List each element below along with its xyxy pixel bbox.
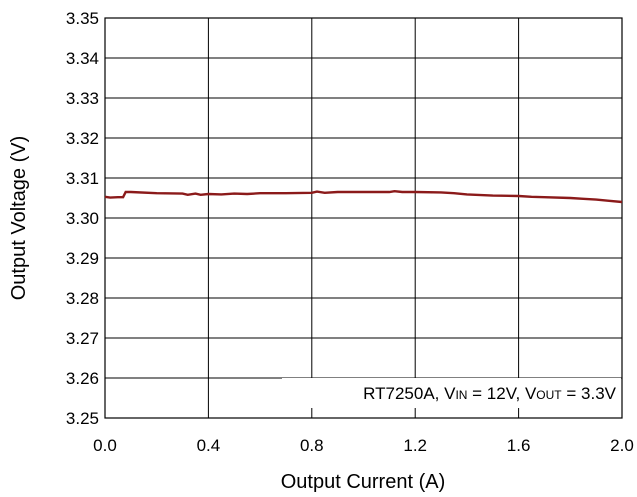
x-tick-label: 0.8 <box>300 436 324 455</box>
x-tick-label: 0.4 <box>197 436 221 455</box>
y-tick-label: 3.35 <box>66 9 99 28</box>
y-tick-label: 3.27 <box>66 329 99 348</box>
y-tick-label: 3.28 <box>66 289 99 308</box>
y-axis-label: Output Voltage (V) <box>8 136 30 301</box>
x-tick-label: 0.0 <box>93 436 117 455</box>
x-tick-label: 1.2 <box>403 436 427 455</box>
grid-lines <box>105 18 622 418</box>
annotation-box: RT7250A, VIN = 12V, VOUT = 3.3V <box>282 378 621 408</box>
y-tick-label: 3.31 <box>66 169 99 188</box>
y-tick-label: 3.25 <box>66 409 99 428</box>
y-tick-label: 3.34 <box>66 49 99 68</box>
x-axis-label: Output Current (A) <box>281 471 446 493</box>
plot-frame <box>104 17 623 419</box>
x-tick-label: 2.0 <box>610 436 634 455</box>
y-tick-label: 3.32 <box>66 129 99 148</box>
x-tick-labels: 0.0 0.4 0.8 1.2 1.6 2.0 <box>93 436 634 455</box>
y-tick-label: 3.30 <box>66 209 99 228</box>
annotation-text: RT7250A, VIN = 12V, VOUT = 3.3V <box>363 384 617 403</box>
y-tick-labels: 3.25 3.26 3.27 3.28 3.29 3.30 3.31 3.32 3.33 3.34… <box>66 9 99 428</box>
x-tick-label: 1.6 <box>507 436 531 455</box>
y-tick-label: 3.29 <box>66 249 99 268</box>
y-tick-label: 3.26 <box>66 369 99 388</box>
y-tick-label: 3.33 <box>66 89 99 108</box>
output-voltage-line <box>104 189 623 204</box>
